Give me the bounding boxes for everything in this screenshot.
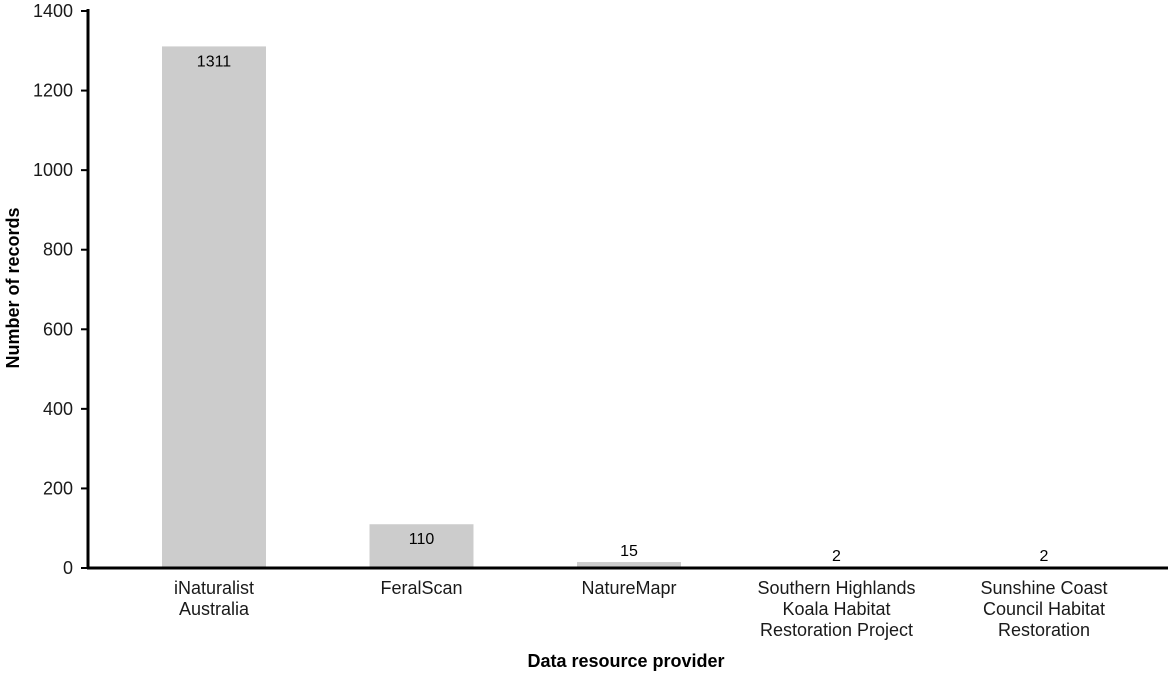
data-label: 15 xyxy=(620,543,638,560)
bar xyxy=(577,562,681,568)
y-tick-label: 800 xyxy=(43,240,73,260)
x-tick-label: iNaturalist Australia xyxy=(174,578,254,619)
y-tick-label: 600 xyxy=(43,319,73,339)
data-label: 2 xyxy=(832,548,841,565)
y-axis-title: Number of records xyxy=(3,207,23,368)
data-label: 2 xyxy=(1040,548,1049,565)
bars-group xyxy=(162,46,1096,568)
x-axis: iNaturalist Australia FeralScan NatureMapr S… xyxy=(87,566,1168,640)
y-tick-label: 1200 xyxy=(33,81,73,101)
y-tick-label: 200 xyxy=(43,478,73,498)
y-tick-label: 0 xyxy=(63,558,73,578)
data-label: 1311 xyxy=(197,53,232,70)
x-tick-label: FeralScan xyxy=(380,578,462,598)
data-labels-group: 1311 110 15 2 2 xyxy=(197,53,1049,565)
bar xyxy=(162,46,266,568)
x-tick-label: Southern Highlands Koala Habitat Restorati… xyxy=(757,578,915,640)
x-tick-label: NatureMapr xyxy=(581,578,676,598)
y-tick-label: 400 xyxy=(43,399,73,419)
y-tick-label: 1400 xyxy=(33,1,73,21)
data-label: 110 xyxy=(409,531,435,548)
bar xyxy=(369,524,474,568)
y-axis: 0 200 400 600 800 1000 1200 1400 xyxy=(33,1,90,578)
x-axis-title: Data resource provider xyxy=(527,651,724,671)
x-tick-label: Sunshine Coast Council Habitat Restoration xyxy=(980,578,1107,640)
y-tick-label: 1000 xyxy=(33,160,73,180)
